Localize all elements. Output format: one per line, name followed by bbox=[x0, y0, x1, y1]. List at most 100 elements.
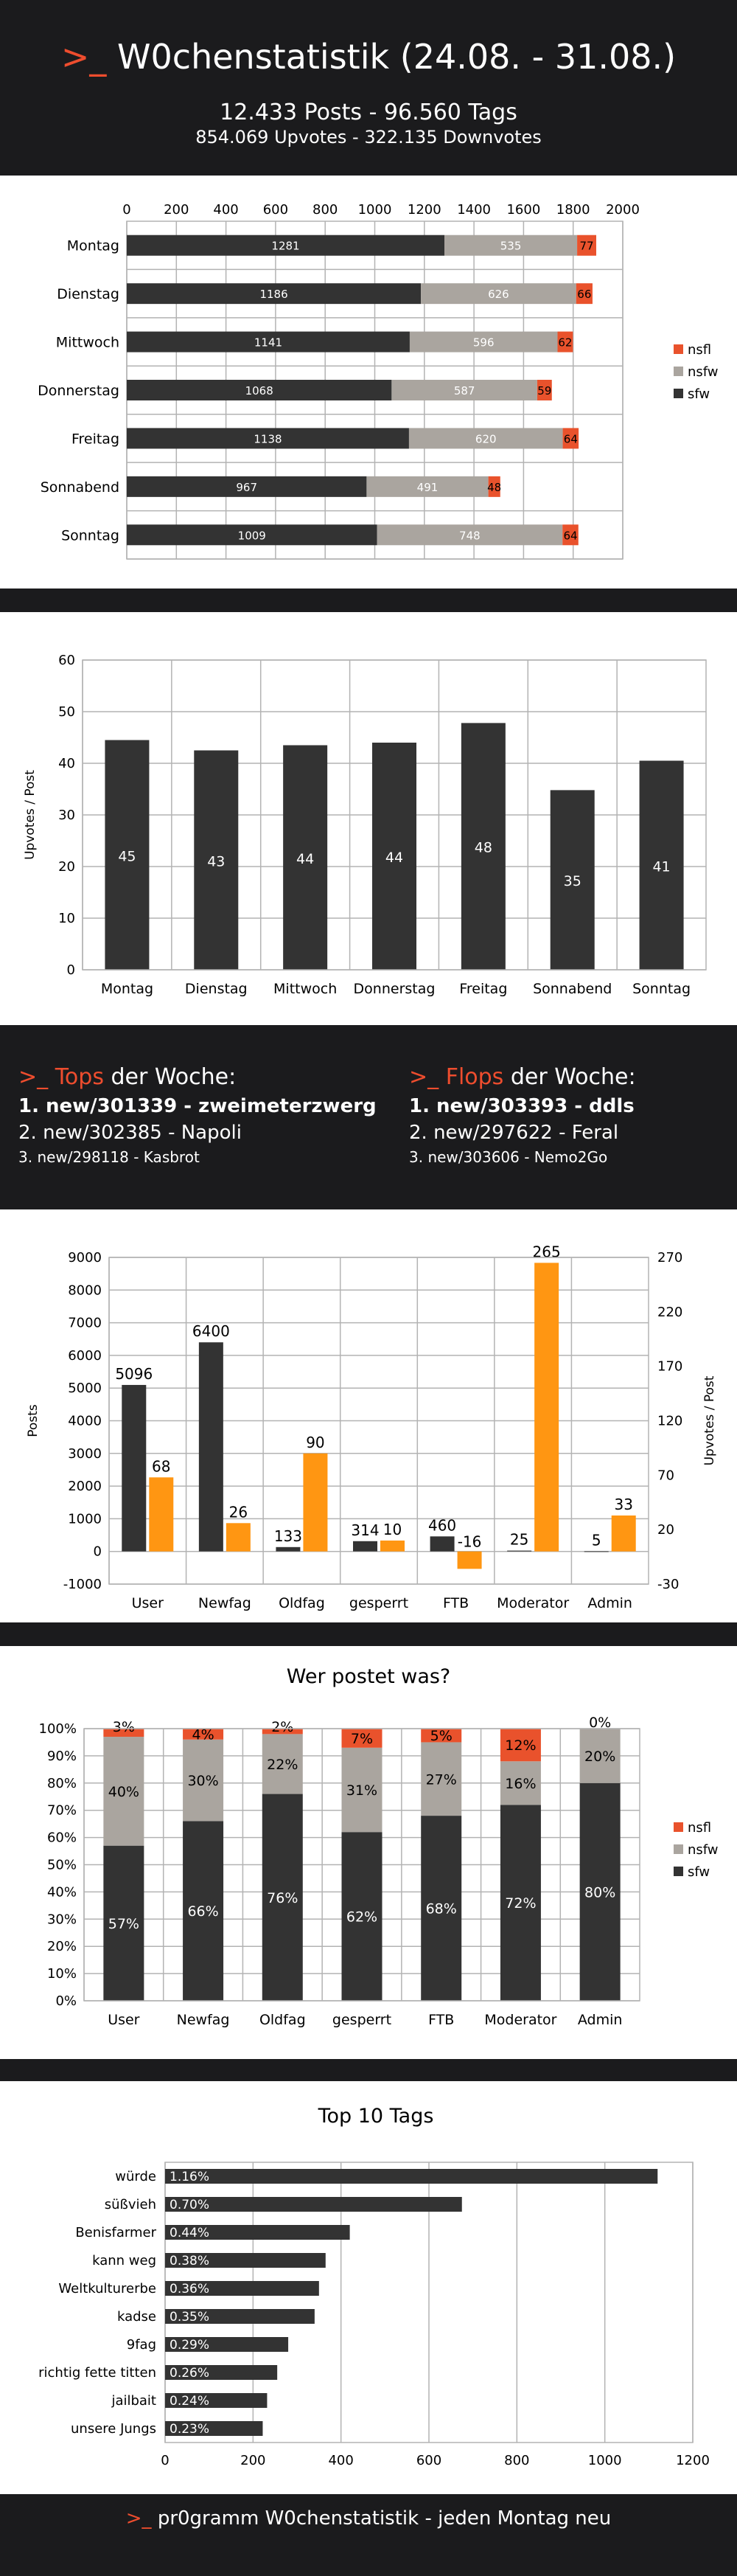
x-tick-label: 200 bbox=[240, 2453, 265, 2468]
legend-swatch bbox=[674, 344, 683, 354]
data-label: 0.23% bbox=[170, 2422, 209, 2437]
y-tick-label: 8000 bbox=[68, 1282, 102, 1298]
flops-prompt: >_ bbox=[409, 1064, 439, 1090]
bar-sfw bbox=[127, 331, 410, 353]
tops-item[interactable]: 1. new/301339 - zweimeterzwerg bbox=[18, 1095, 377, 1117]
legend-label: nsfw bbox=[688, 1842, 719, 1858]
bar-nsfw bbox=[421, 283, 576, 305]
plot-frame bbox=[83, 1728, 640, 2002]
bar-nsfw bbox=[500, 1761, 541, 1805]
bar-nsfw bbox=[103, 1737, 144, 1846]
bar-sfw bbox=[500, 1805, 541, 2001]
x-category-label: User bbox=[108, 2012, 139, 2028]
data-label: 748 bbox=[459, 529, 481, 542]
y2-tick-label: -30 bbox=[657, 1577, 679, 1592]
data-label: 66 bbox=[577, 288, 591, 301]
flops-suffix: der Woche: bbox=[510, 1064, 636, 1090]
x-category-label: Newfag bbox=[198, 1595, 251, 1611]
x-category-label: gesperrt bbox=[332, 2012, 391, 2028]
x-tick-label: 800 bbox=[504, 2453, 529, 2468]
footer-prompt: >_ bbox=[125, 2507, 152, 2530]
bar-nsfw bbox=[262, 1734, 303, 1794]
bar-upvotes-per-post bbox=[611, 1515, 636, 1552]
data-label: 1138 bbox=[254, 432, 282, 445]
chart-upvotes-per-post-panel: 0 10 20 30 40 50 60 45 Montag 43 Dienstag 44 Mittwoc… bbox=[0, 612, 737, 1025]
bar bbox=[105, 740, 150, 970]
bar bbox=[550, 790, 595, 970]
chart-weekday-posts: 0 200 400 600 800 1000 1200 1400 1600 1800 2000 Mon… bbox=[38, 202, 719, 560]
y-tick-label: 1000 bbox=[68, 1511, 102, 1527]
data-label: 0.70% bbox=[170, 2198, 209, 2212]
data-label: 620 bbox=[475, 432, 497, 445]
y-axis-label: Posts bbox=[26, 1404, 41, 1437]
legend-swatch bbox=[674, 389, 683, 398]
x-tick-label: 0 bbox=[161, 2453, 169, 2468]
tops-heading: >_ Tops der Woche: bbox=[18, 1062, 377, 1093]
legend-label: nsfw bbox=[688, 364, 719, 380]
x-category-label: Freitag bbox=[459, 981, 507, 997]
flops-word: Flops bbox=[445, 1064, 504, 1090]
bar-nsfl bbox=[577, 235, 596, 256]
y-tick-label: 5000 bbox=[68, 1381, 102, 1396]
bar bbox=[194, 750, 239, 970]
bar-posts bbox=[584, 1551, 609, 1552]
y-category-label: Sonntag bbox=[61, 527, 119, 544]
x-category-label: Admin bbox=[578, 2012, 623, 2028]
bar-upvotes-per-post bbox=[380, 1540, 405, 1552]
tops-item[interactable]: 2. new/302385 - Napoli bbox=[18, 1122, 242, 1145]
y2-tick-label: 170 bbox=[657, 1359, 682, 1375]
flops-item[interactable]: 3. new/303606 - Nemo2Go bbox=[409, 1148, 608, 1166]
bar-nsfl bbox=[576, 283, 593, 305]
data-label: 72% bbox=[505, 1895, 536, 1912]
y-tick-label: 80% bbox=[47, 1776, 77, 1791]
data-label: 12% bbox=[505, 1737, 536, 1754]
data-label: 44 bbox=[385, 850, 403, 866]
bar-nsfl bbox=[562, 524, 579, 546]
bar-posts bbox=[507, 1550, 532, 1552]
data-label: 596 bbox=[473, 336, 495, 350]
data-label: 0.38% bbox=[170, 2254, 209, 2268]
x-tick-label: 1000 bbox=[588, 2453, 622, 2468]
bar-upvotes-per-post bbox=[457, 1551, 482, 1569]
data-label: 491 bbox=[417, 481, 439, 494]
chart-title: Top 10 Tags bbox=[318, 2105, 434, 2128]
tops-item[interactable]: 3. new/298118 - Kasbrot bbox=[18, 1148, 200, 1166]
x-category-label: Admin bbox=[587, 1595, 632, 1611]
y-category-label: Donnerstag bbox=[38, 383, 119, 399]
x-category-label: Dienstag bbox=[185, 981, 248, 997]
bar-nsfw bbox=[409, 331, 558, 353]
y2-tick-label: 20 bbox=[657, 1522, 674, 1538]
footer-text: pr0gramm W0chenstatistik - jeden Montag … bbox=[157, 2507, 612, 2530]
bar-upvotes-per-post bbox=[226, 1523, 251, 1552]
data-label: 22% bbox=[267, 1757, 298, 1773]
y-category-label: Mittwoch bbox=[56, 335, 119, 351]
data-label: 43 bbox=[207, 853, 225, 869]
plot-frame bbox=[82, 659, 707, 971]
x-category-label: Sonntag bbox=[632, 981, 691, 997]
flops-item[interactable]: 2. new/297622 - Feral bbox=[409, 1122, 619, 1145]
x-tick-label: 800 bbox=[312, 202, 338, 218]
data-label: 133 bbox=[274, 1527, 302, 1545]
legend-swatch bbox=[674, 1844, 683, 1854]
bar-nsfl bbox=[341, 1729, 383, 1748]
data-label: 66% bbox=[187, 1903, 218, 1920]
flops-item[interactable]: 1. new/303393 - ddls bbox=[409, 1095, 635, 1117]
bar-nsfl bbox=[500, 1729, 541, 1762]
y-tick-label: 30% bbox=[47, 1912, 77, 1927]
y-tick-label: 0 bbox=[67, 962, 75, 978]
chart-who-posts-what-panel: Wer postet was? 0% 10% 20% 30% 40% 50% 60% 70% 80… bbox=[0, 1646, 737, 2059]
data-label: 0.35% bbox=[170, 2310, 209, 2325]
bar-sfw bbox=[183, 1821, 224, 2001]
y-tick-label: 9000 bbox=[68, 1250, 102, 1266]
y-tick-label: 2000 bbox=[68, 1479, 102, 1494]
data-label: 64 bbox=[564, 432, 578, 445]
y-category-label: Montag bbox=[67, 238, 119, 254]
y-category-label: kadse bbox=[117, 2309, 156, 2325]
y-tick-label: 40 bbox=[58, 756, 75, 771]
legend-swatch bbox=[674, 1822, 683, 1832]
y-tick-label: 90% bbox=[47, 1749, 77, 1764]
data-label: 5 bbox=[592, 1531, 601, 1549]
y-tick-label: 50% bbox=[47, 1858, 77, 1873]
y-axis-label: Upvotes / Post bbox=[23, 770, 38, 860]
y-category-label: unsere Jungs bbox=[71, 2421, 156, 2437]
